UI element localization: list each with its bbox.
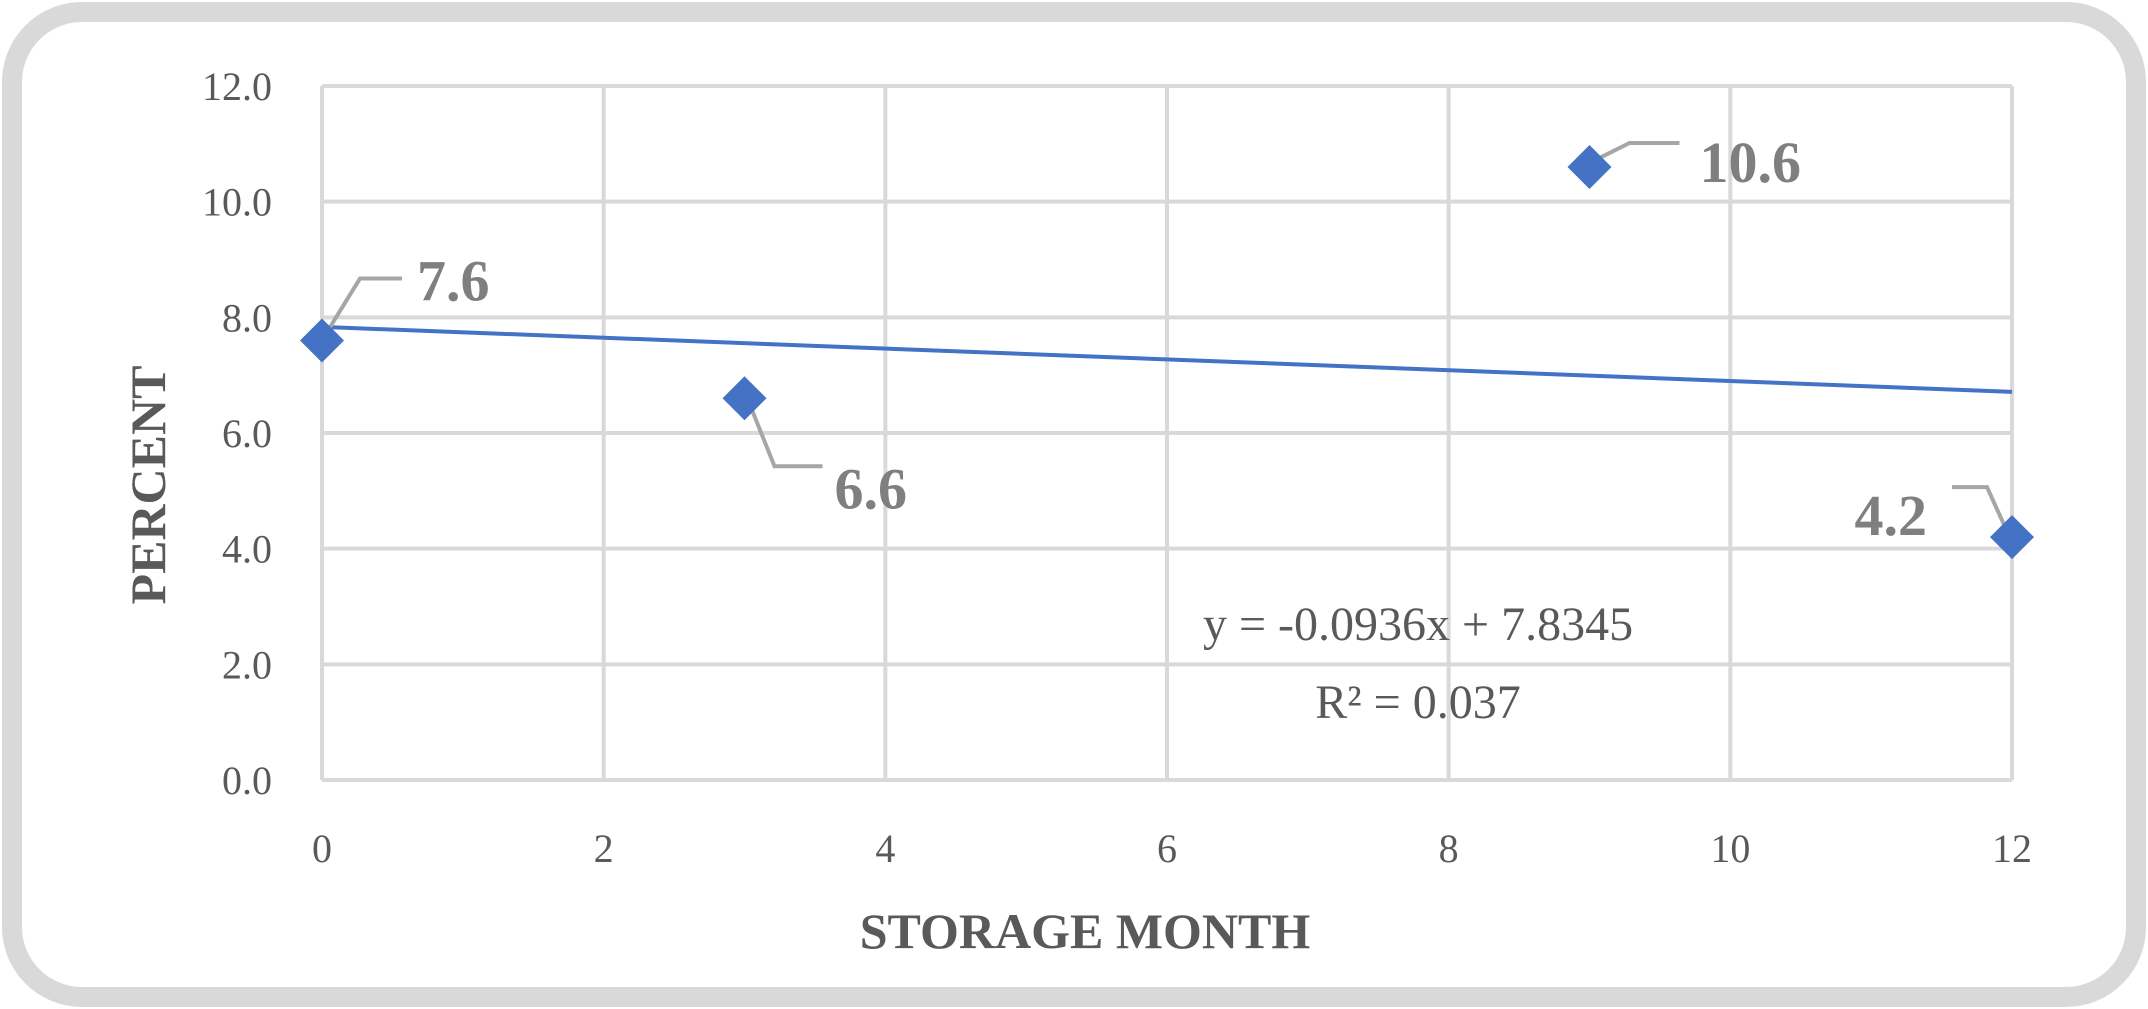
data-point	[300, 318, 344, 363]
leader-line	[1952, 485, 2008, 530]
x-tick-label: 8	[1439, 826, 1459, 871]
trendline-equation: y = -0.0936x + 7.8345	[1203, 598, 1633, 651]
x-axis-title: STORAGE MONTH	[860, 903, 1311, 959]
y-tick-label: 8.0	[222, 295, 272, 340]
leader-lines	[326, 140, 2008, 530]
data-label: 10.6	[1700, 130, 1802, 195]
y-tick-labels: 0.0 2.0 4.0 6.0 8.0 10.0 12.0	[202, 64, 272, 803]
leader-line	[748, 405, 823, 469]
data-markers	[300, 144, 2034, 560]
y-axis-title: PERCENT	[120, 366, 176, 605]
y-tick-label: 10.0	[202, 180, 272, 225]
y-tick-label: 6.0	[222, 411, 272, 456]
x-tick-label: 0	[312, 826, 332, 871]
data-point	[722, 376, 767, 421]
y-tick-label: 0.0	[222, 758, 272, 803]
data-point	[1990, 515, 2034, 560]
grid-lines	[320, 84, 2014, 782]
x-tick-label: 2	[594, 826, 614, 871]
y-tick-label: 12.0	[202, 64, 272, 109]
data-label: 4.2	[1855, 483, 1928, 548]
trendline-layer	[321, 324, 2013, 394]
leader-line	[1596, 140, 1680, 161]
data-labels: 7.6 6.6 10.6 4.2	[417, 130, 1927, 548]
y-tick-label: 2.0	[222, 642, 272, 687]
data-point	[1567, 144, 1612, 189]
y-tick-label: 4.0	[222, 527, 272, 572]
x-tick-label: 4	[875, 826, 895, 871]
data-label: 6.6	[835, 456, 908, 521]
x-tick-label: 10	[1710, 826, 1750, 871]
trendline-r-squared: R² = 0.037	[1315, 676, 1520, 729]
data-label: 7.6	[417, 248, 490, 313]
x-tick-labels: 0 2 4 6 8 10 12	[312, 826, 2032, 871]
leader-line	[326, 276, 402, 332]
x-tick-label: 6	[1157, 826, 1177, 871]
x-tick-label: 12	[1992, 826, 2032, 871]
trendline	[321, 324, 2013, 394]
